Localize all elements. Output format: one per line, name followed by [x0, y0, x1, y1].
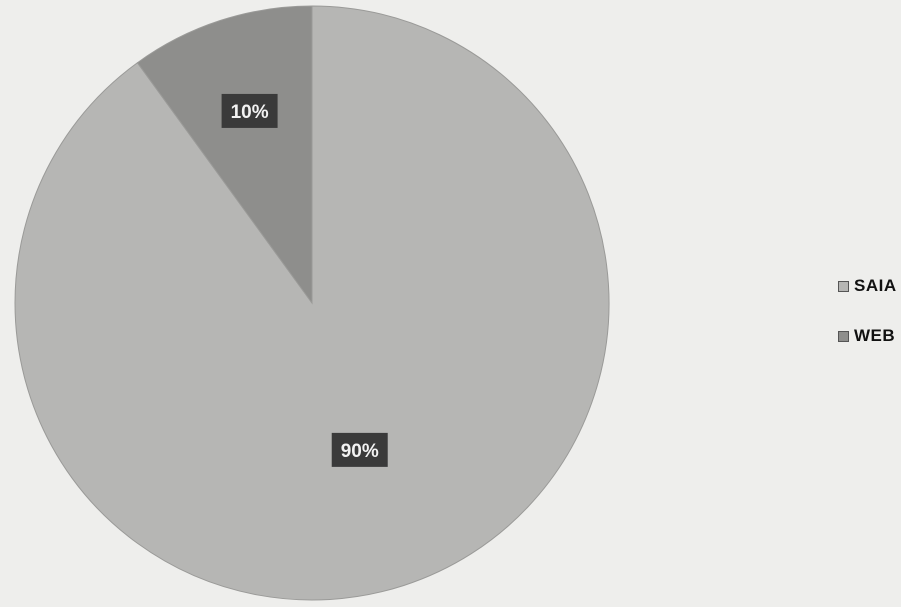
legend-item-web: WEB: [838, 326, 897, 346]
chart-legend: SAIA WEB: [838, 276, 897, 346]
data-label-box-saia: [331, 432, 388, 467]
pie-slice-web: [136, 5, 313, 305]
data-label-text-saia: 90%: [341, 441, 379, 462]
data-label-box-web: [221, 93, 278, 128]
data-label-web: 10%: [221, 93, 278, 128]
legend-swatch-web: [838, 330, 849, 342]
legend-item-saia: SAIA: [838, 276, 897, 296]
data-label-text-web: 10%: [231, 102, 269, 123]
legend-label-saia: SAIA: [854, 276, 897, 295]
legend-label-web: WEB: [854, 326, 896, 345]
legend-swatch-saia: [838, 280, 849, 292]
data-label-saia: 90%: [331, 432, 388, 467]
